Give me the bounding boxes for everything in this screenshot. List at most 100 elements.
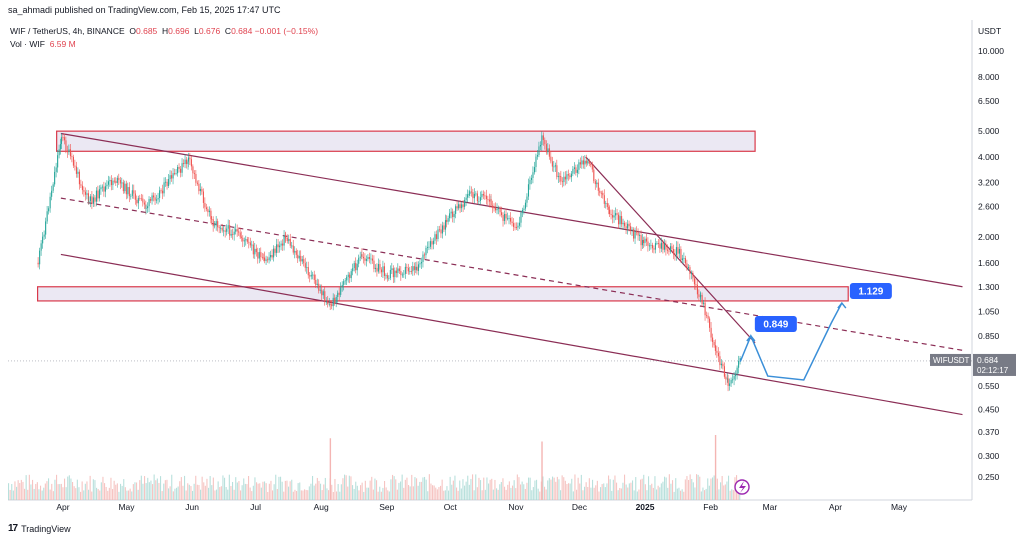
candle-body — [251, 244, 253, 246]
candle-body — [508, 218, 510, 219]
volume-bar — [644, 484, 646, 500]
volume-bar — [721, 475, 723, 500]
candle-body — [514, 226, 516, 228]
candle-body — [69, 149, 71, 157]
candle-body — [118, 177, 120, 180]
volume-bar — [572, 491, 574, 500]
candle-body — [573, 167, 575, 169]
candle-body — [464, 199, 466, 207]
candle-body — [243, 240, 245, 242]
volume-bar — [155, 480, 157, 500]
candle-body — [172, 173, 174, 179]
volume-bar — [516, 474, 518, 500]
volume-bar — [529, 477, 531, 500]
candle-body — [294, 250, 296, 253]
volume-bar — [676, 488, 678, 500]
candle-body — [392, 268, 394, 278]
volume-bar — [448, 490, 450, 500]
candle-body — [603, 195, 605, 204]
candle-body — [350, 271, 352, 279]
volume-bar — [56, 474, 58, 500]
high-label: H — [162, 26, 169, 36]
volume-bar — [438, 487, 440, 500]
candle-body — [569, 175, 571, 178]
x-tick-label: May — [891, 502, 908, 512]
candle-body — [48, 208, 50, 212]
candle-body — [101, 186, 103, 188]
volume-bar — [603, 483, 605, 500]
candle-body — [495, 207, 497, 211]
candle-body — [189, 157, 191, 160]
candle-body — [58, 149, 60, 156]
candle-body — [124, 183, 126, 192]
candle-body — [137, 198, 139, 204]
candle-body — [57, 155, 59, 168]
change-value: −0.001 (−0.15%) — [254, 26, 319, 36]
candle-body — [94, 197, 96, 202]
y-tick-label: 0.250 — [978, 472, 1000, 482]
candle-body — [545, 144, 547, 153]
candle-body — [362, 256, 365, 259]
low-label: L — [194, 26, 199, 36]
x-tick-label: Nov — [508, 502, 524, 512]
candle-body — [523, 208, 525, 210]
footer-brand[interactable]: 17 TradingView — [8, 523, 71, 534]
candle-body — [86, 193, 88, 195]
candle-body — [273, 248, 275, 258]
volume-bar — [102, 476, 104, 500]
candle-body — [352, 268, 354, 272]
volume-bar — [484, 489, 486, 500]
volume-bar — [132, 484, 134, 500]
symbol-title[interactable]: WIF / TetherUS, 4h, BINANCE — [10, 26, 125, 36]
volume-bar — [332, 491, 334, 500]
volume-bar — [451, 484, 453, 500]
candle-body — [233, 231, 235, 235]
volume-bar — [670, 483, 672, 500]
volume-bar — [30, 484, 32, 500]
candle-body — [271, 255, 273, 258]
candle-body — [425, 247, 427, 256]
candle-body — [349, 274, 351, 279]
candle-body — [367, 257, 369, 260]
candle-body — [602, 192, 604, 196]
candle-body — [637, 232, 639, 236]
volume-bar — [241, 485, 243, 500]
volume-bar — [347, 486, 349, 500]
volume-bar — [510, 487, 512, 500]
candle-body — [42, 236, 44, 244]
candle-body — [517, 225, 519, 228]
candle-body — [472, 192, 474, 199]
candle-body — [591, 165, 593, 170]
volume-bar — [11, 484, 13, 500]
candle-body — [700, 294, 702, 297]
volume-bar — [518, 477, 520, 500]
volume-bar — [180, 477, 182, 500]
candle-body — [391, 268, 393, 270]
volume-bar — [257, 483, 259, 500]
volume-bar — [689, 474, 691, 500]
volume-bar — [104, 483, 106, 500]
candle-body — [205, 207, 207, 210]
candle-body — [432, 240, 435, 245]
volume-bar — [600, 487, 602, 500]
candle-body — [289, 238, 291, 246]
candle-body — [265, 259, 267, 261]
volume-bar — [267, 491, 269, 500]
candle-body — [313, 274, 315, 280]
volume-bar — [414, 477, 416, 500]
candle-body — [501, 212, 503, 216]
volume-bar — [88, 489, 90, 500]
candle-body — [98, 189, 100, 199]
candle-body — [585, 160, 587, 164]
volume-bar — [369, 480, 371, 500]
volume-bar — [78, 487, 80, 500]
candle-body — [261, 257, 263, 258]
candle-body — [60, 137, 62, 144]
volume-bar — [702, 487, 704, 500]
high-value: 0.696 — [168, 26, 190, 36]
candle-body — [419, 263, 421, 265]
candle-body — [148, 199, 150, 207]
candle-body — [81, 185, 83, 191]
volume-bar — [144, 476, 146, 500]
